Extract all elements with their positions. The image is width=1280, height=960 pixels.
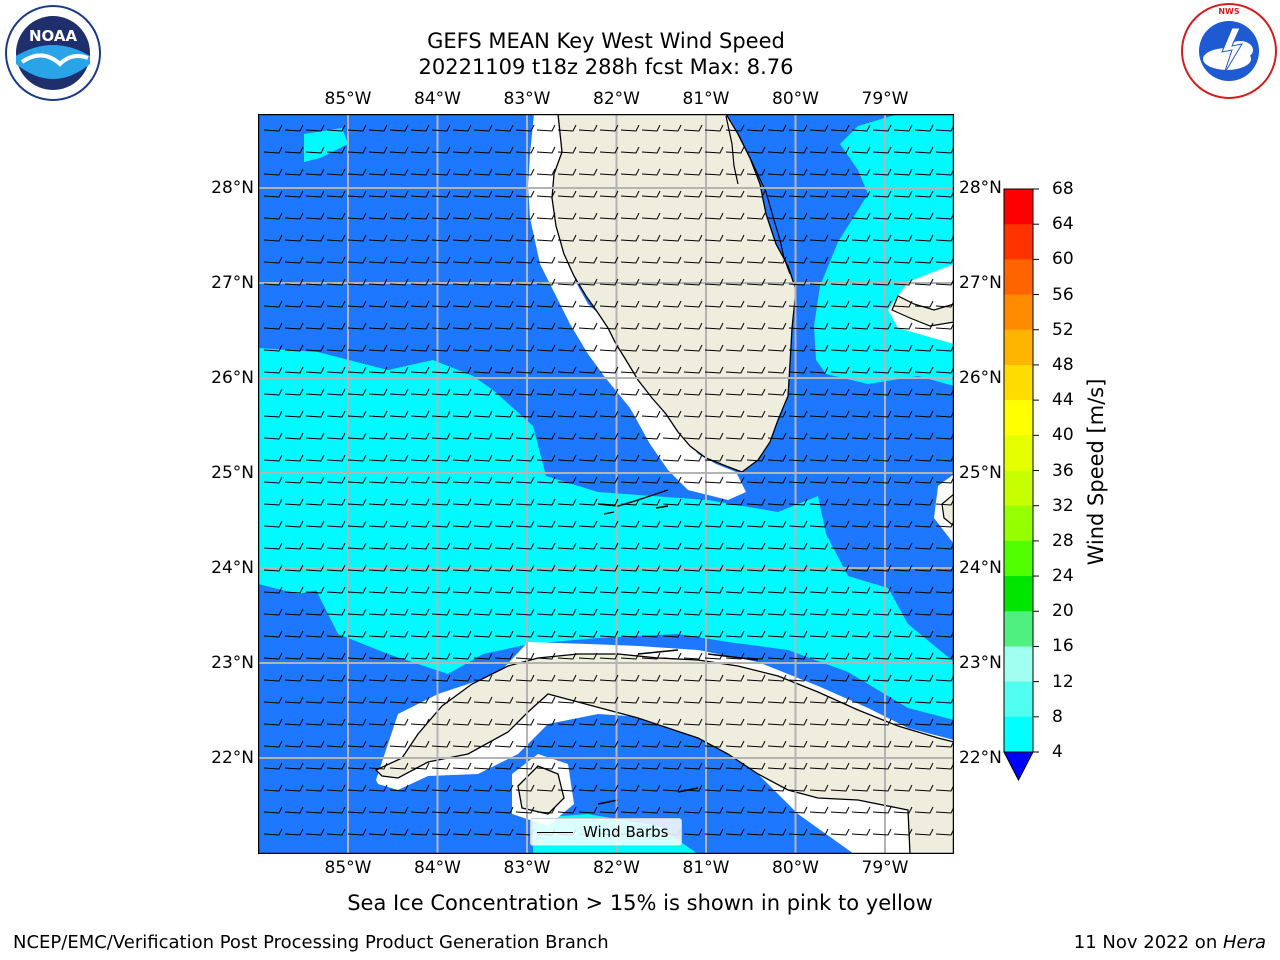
- colorbar-segment: [1004, 470, 1033, 507]
- lon-tick-bottom: 81°W: [682, 858, 730, 878]
- lat-tick-left: 22°N: [211, 748, 254, 768]
- colorbar-segment: [1004, 364, 1033, 401]
- colorbar-tick-label: 68: [1052, 179, 1074, 199]
- colorbar-title: Wind Speed [m/s]: [1084, 378, 1108, 566]
- colorbar-segment: [1004, 189, 1033, 225]
- lon-tick-bottom: 82°W: [593, 858, 640, 878]
- speed-band-8-12-main: [258, 348, 954, 720]
- wind-speed-map: [258, 114, 954, 854]
- colorbar-segment: [1004, 400, 1033, 436]
- colorbar-tick-label: 52: [1052, 319, 1074, 340]
- lat-tick-left: 23°N: [211, 653, 254, 673]
- speed-band-8-12-west: [258, 506, 338, 594]
- lon-tick-top: 84°W: [414, 89, 461, 109]
- noaa-logo: NOAA: [5, 5, 101, 101]
- colorbar-segment: [1004, 716, 1033, 753]
- lat-tick-left: 24°N: [211, 558, 254, 578]
- lat-tick-right: 26°N: [959, 368, 1002, 388]
- wind-barb-marks: [263, 124, 954, 836]
- colorbar-segment: [1004, 505, 1033, 542]
- footer-organization: NCEP/EMC/Verification Post Processing Pr…: [13, 932, 609, 953]
- colorbar-tick-label: 8: [1052, 706, 1063, 727]
- noaa-text: NOAA: [29, 27, 78, 45]
- colorbar-segment: [1004, 646, 1033, 683]
- lat-tick-left: 27°N: [211, 273, 254, 293]
- colorbar-segment: [1004, 224, 1033, 260]
- colorbar-segment: [1004, 576, 1033, 612]
- wind-barbs: [263, 124, 954, 836]
- footer-host: Hera: [1222, 932, 1266, 953]
- lat-tick-right: 22°N: [959, 748, 1002, 768]
- colorbar-segment: [1004, 540, 1033, 577]
- colorbar-tick-label: 24: [1052, 566, 1074, 587]
- colorbar-segment: [1004, 681, 1033, 718]
- nws-logo: NWS: [1181, 3, 1277, 99]
- lon-tick-top: 85°W: [324, 89, 372, 109]
- lat-tick-right: 23°N: [959, 653, 1002, 673]
- colorbar-tick-label: 28: [1052, 530, 1074, 551]
- speed-band-8-12-nw: [304, 128, 348, 162]
- lon-tick-top: 83°W: [503, 89, 551, 109]
- lat-tick-right: 28°N: [959, 178, 1002, 198]
- lon-tick-bottom: 80°W: [772, 858, 819, 878]
- colorbar-tick-label: 12: [1052, 671, 1074, 692]
- lat-tick-left: 28°N: [211, 178, 254, 198]
- colorbar-tick-label: 64: [1052, 214, 1074, 235]
- colorbar-segment: [1004, 294, 1033, 331]
- colorbar-segment: [1004, 435, 1033, 471]
- colorbar-tick-label: 36: [1052, 460, 1074, 481]
- lat-tick-left: 25°N: [211, 463, 254, 483]
- colorbar-tick-label: 20: [1052, 601, 1074, 622]
- lat-tick-right: 25°N: [959, 463, 1002, 483]
- lat-tick-right: 27°N: [959, 273, 1002, 293]
- land-cuba: [374, 653, 954, 854]
- colorbar-tick-label: 48: [1052, 354, 1074, 375]
- colorbar-segment: [1004, 611, 1033, 647]
- sea-ice-note: Sea Ice Concentration > 15% is shown in …: [347, 891, 933, 915]
- lon-tick-top: 82°W: [593, 89, 640, 109]
- wind-barb-legend: Wind Barbs: [530, 818, 682, 846]
- lat-tick-right: 24°N: [959, 558, 1002, 578]
- svg-text:NWS: NWS: [1218, 7, 1240, 16]
- colorbar-segment: [1004, 259, 1033, 296]
- lat-tick-left: 26°N: [211, 368, 254, 388]
- colorbar: [1003, 188, 1039, 782]
- footer-date: 11 Nov 2022 on Hera: [1074, 932, 1266, 953]
- colorbar-tick-label: 56: [1052, 284, 1074, 305]
- lon-tick-bottom: 85°W: [324, 858, 372, 878]
- legend-line-icon: [537, 831, 573, 833]
- colorbar-tick-label: 4: [1052, 742, 1063, 762]
- lon-tick-top: 79°W: [861, 89, 909, 109]
- chart-title-line1: GEFS MEAN Key West Wind Speed: [427, 29, 785, 53]
- lon-tick-top: 81°W: [682, 89, 730, 109]
- colorbar-tick-label: 16: [1052, 636, 1074, 657]
- lon-tick-top: 80°W: [772, 89, 819, 109]
- lon-tick-bottom: 83°W: [503, 858, 551, 878]
- colorbar-tick-label: 44: [1052, 390, 1074, 411]
- lon-tick-bottom: 84°W: [414, 858, 461, 878]
- lon-tick-bottom: 79°W: [861, 858, 909, 878]
- colorbar-extend-arrow: [1003, 751, 1034, 782]
- graticule: [258, 114, 954, 854]
- colorbar-tick-label: 32: [1052, 495, 1074, 516]
- footer-date-text: 11 Nov 2022 on: [1073, 932, 1223, 953]
- chart-title-line2: 20221109 t18z 288h fcst Max: 8.76: [418, 55, 794, 79]
- colorbar-tick-label: 40: [1052, 425, 1074, 446]
- colorbar-tick-label: 60: [1052, 249, 1074, 270]
- colorbar-segment: [1004, 329, 1033, 366]
- legend-label: Wind Barbs: [583, 823, 669, 841]
